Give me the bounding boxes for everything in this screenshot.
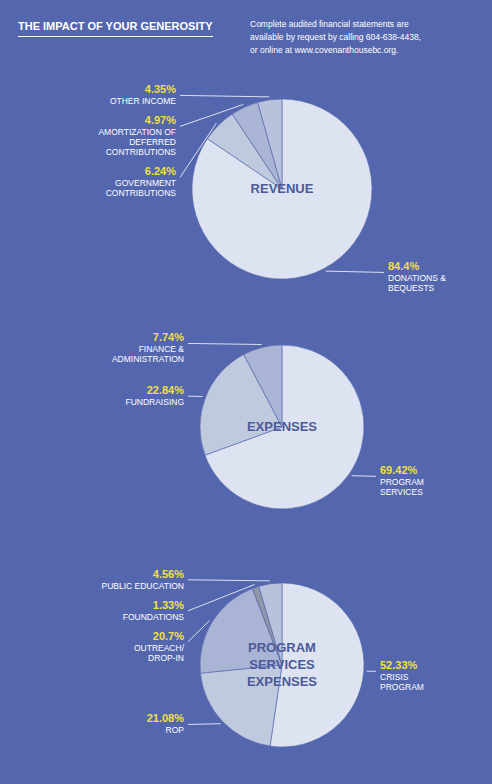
svg-text:1.33%: 1.33% <box>153 599 184 611</box>
svg-text:84.4%: 84.4% <box>388 260 419 272</box>
svg-text:7.74%: 7.74% <box>153 331 184 343</box>
svg-text:DONATIONS &BEQUESTS: DONATIONS &BEQUESTS <box>388 273 446 293</box>
svg-text:52.33%: 52.33% <box>380 659 418 671</box>
html-text:THE IMPACT OF YOUR GENEROSITY: THE IMPACT OF YOUR GENEROSITY <box>18 20 213 32</box>
svg-text:AMORTIZATION OFDEFERREDCONTRIB: AMORTIZATION OFDEFERREDCONTRIBUTIONS <box>98 127 176 157</box>
svg-text:4.97%: 4.97% <box>145 114 176 126</box>
svg-text:22.84%: 22.84% <box>147 384 185 396</box>
svg-text:FINANCE &ADMINISTRATION: FINANCE &ADMINISTRATION <box>112 344 184 364</box>
html-text:REVENUE: REVENUE <box>250 180 314 196</box>
svg-text:4.35%: 4.35% <box>145 83 176 95</box>
svg-text:CRISISPROGRAM: CRISISPROGRAM <box>380 672 424 692</box>
svg-text:20.7%: 20.7% <box>153 630 184 642</box>
svg-text:ROP: ROP <box>166 725 185 735</box>
svg-text:FUNDRAISING: FUNDRAISING <box>125 397 184 407</box>
svg-text:4.56%: 4.56% <box>153 568 184 580</box>
svg-text:OUTREACH/DROP-IN: OUTREACH/DROP-IN <box>134 643 185 663</box>
html-text:Complete audited financial sta: Complete audited financial statements ar… <box>250 19 422 55</box>
html-text:EXPENSES: EXPENSES <box>247 418 317 434</box>
svg-text:6.24%: 6.24% <box>145 165 176 177</box>
svg-text:FOUNDATIONS: FOUNDATIONS <box>123 612 185 622</box>
html-text:PROGRAM SERVICES EXPENSES: PROGRAM SERVICES EXPENSES <box>247 639 317 689</box>
svg-text:PUBLIC EDUCATION: PUBLIC EDUCATION <box>102 581 185 591</box>
svg-text:21.08%: 21.08% <box>147 712 185 724</box>
svg-text:PROGRAMSERVICES: PROGRAMSERVICES <box>380 477 424 497</box>
svg-text:69.42%: 69.42% <box>380 464 418 476</box>
svg-text:GOVERNMENTCONTRIBUTIONS: GOVERNMENTCONTRIBUTIONS <box>106 178 177 198</box>
svg-text:OTHER INCOME: OTHER INCOME <box>110 96 176 106</box>
